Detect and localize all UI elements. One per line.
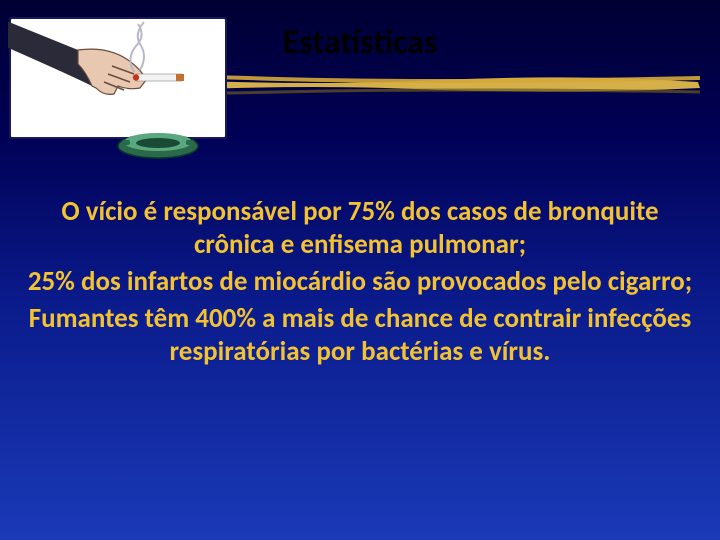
cigarette-body: [136, 74, 182, 81]
ashtray-well: [136, 138, 180, 148]
smoking-hand-clipart: [8, 16, 228, 166]
slide-body: O vício é responsável por 75% dos casos …: [24, 196, 696, 373]
ashtray-notch-right: [186, 140, 194, 145]
body-paragraph-3: Fumantes têm 400% a mais de chance de co…: [24, 303, 696, 369]
cigarette-filter: [176, 74, 184, 81]
body-paragraph-1: O vício é responsável por 75% dos casos …: [24, 196, 696, 262]
cigarette-ember: [133, 74, 139, 80]
body-paragraph-2: 25% dos infartos de miocárdio são provoc…: [24, 266, 696, 299]
ashtray-notch-left: [122, 140, 130, 145]
